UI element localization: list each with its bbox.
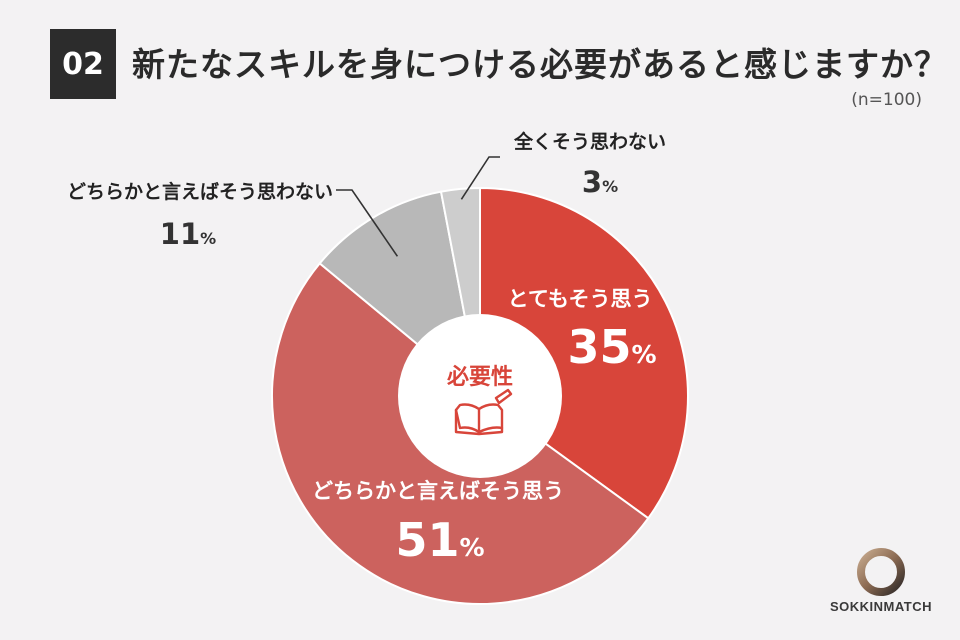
slice-value-2: 51% xyxy=(395,513,484,567)
pie-slice-1 xyxy=(479,186,689,520)
slice-value-4: 3% xyxy=(582,165,618,199)
leader-line-4 xyxy=(460,156,500,200)
slice-label-3: どちらかと言えばそう思わない xyxy=(67,180,333,203)
sokkinmatch-logo: SOKKINMATCH xyxy=(828,545,934,625)
slice-label-1: とてもそう思う xyxy=(508,287,653,311)
slice-label-2: どちらかと言えばそう思う xyxy=(312,479,564,503)
slice-value-1: 35% xyxy=(567,320,656,374)
question-number-badge: 02 xyxy=(50,29,116,99)
donut-hole xyxy=(398,314,562,478)
center-label: 必要性 xyxy=(447,364,513,390)
labels-group: とてもそう思う 35% どちらかと言えばそう思う 51% どちらかと言えばそう思わない 1… xyxy=(67,130,666,567)
logo-text: SOKKINMATCH xyxy=(829,599,933,614)
book-pencil-icon xyxy=(454,388,513,436)
sample-size-note: (n=100) xyxy=(851,90,922,110)
leader-lines xyxy=(336,156,500,257)
slice-value-3: 11% xyxy=(160,217,216,251)
page-title: 新たなスキルを身につける必要があると感じますか？ xyxy=(132,45,948,84)
leader-line-3 xyxy=(336,189,399,257)
slice-label-4: 全くそう思わない xyxy=(513,130,666,153)
